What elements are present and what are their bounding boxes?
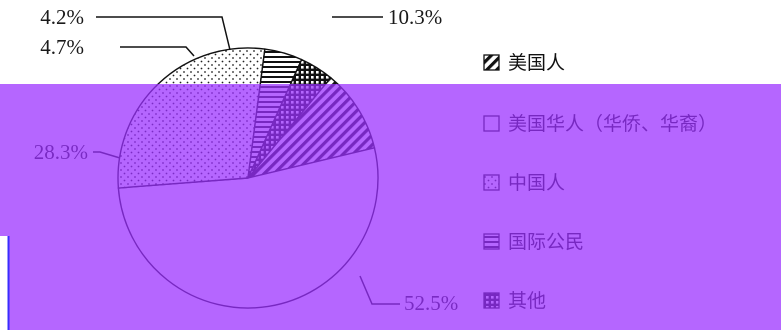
legend-label-0: 美国人 xyxy=(508,52,565,74)
highlight-overlay-lower xyxy=(8,236,781,330)
leader-line-4 xyxy=(96,16,231,51)
highlight-overlay-upper xyxy=(0,84,781,236)
slice-label-0: 10.3% xyxy=(388,5,442,29)
slice-label-4: 4.2% xyxy=(40,5,84,29)
slice-label-3: 4.7% xyxy=(40,35,84,59)
leader-line-3 xyxy=(120,46,195,57)
legend-swatch-0 xyxy=(483,54,500,71)
